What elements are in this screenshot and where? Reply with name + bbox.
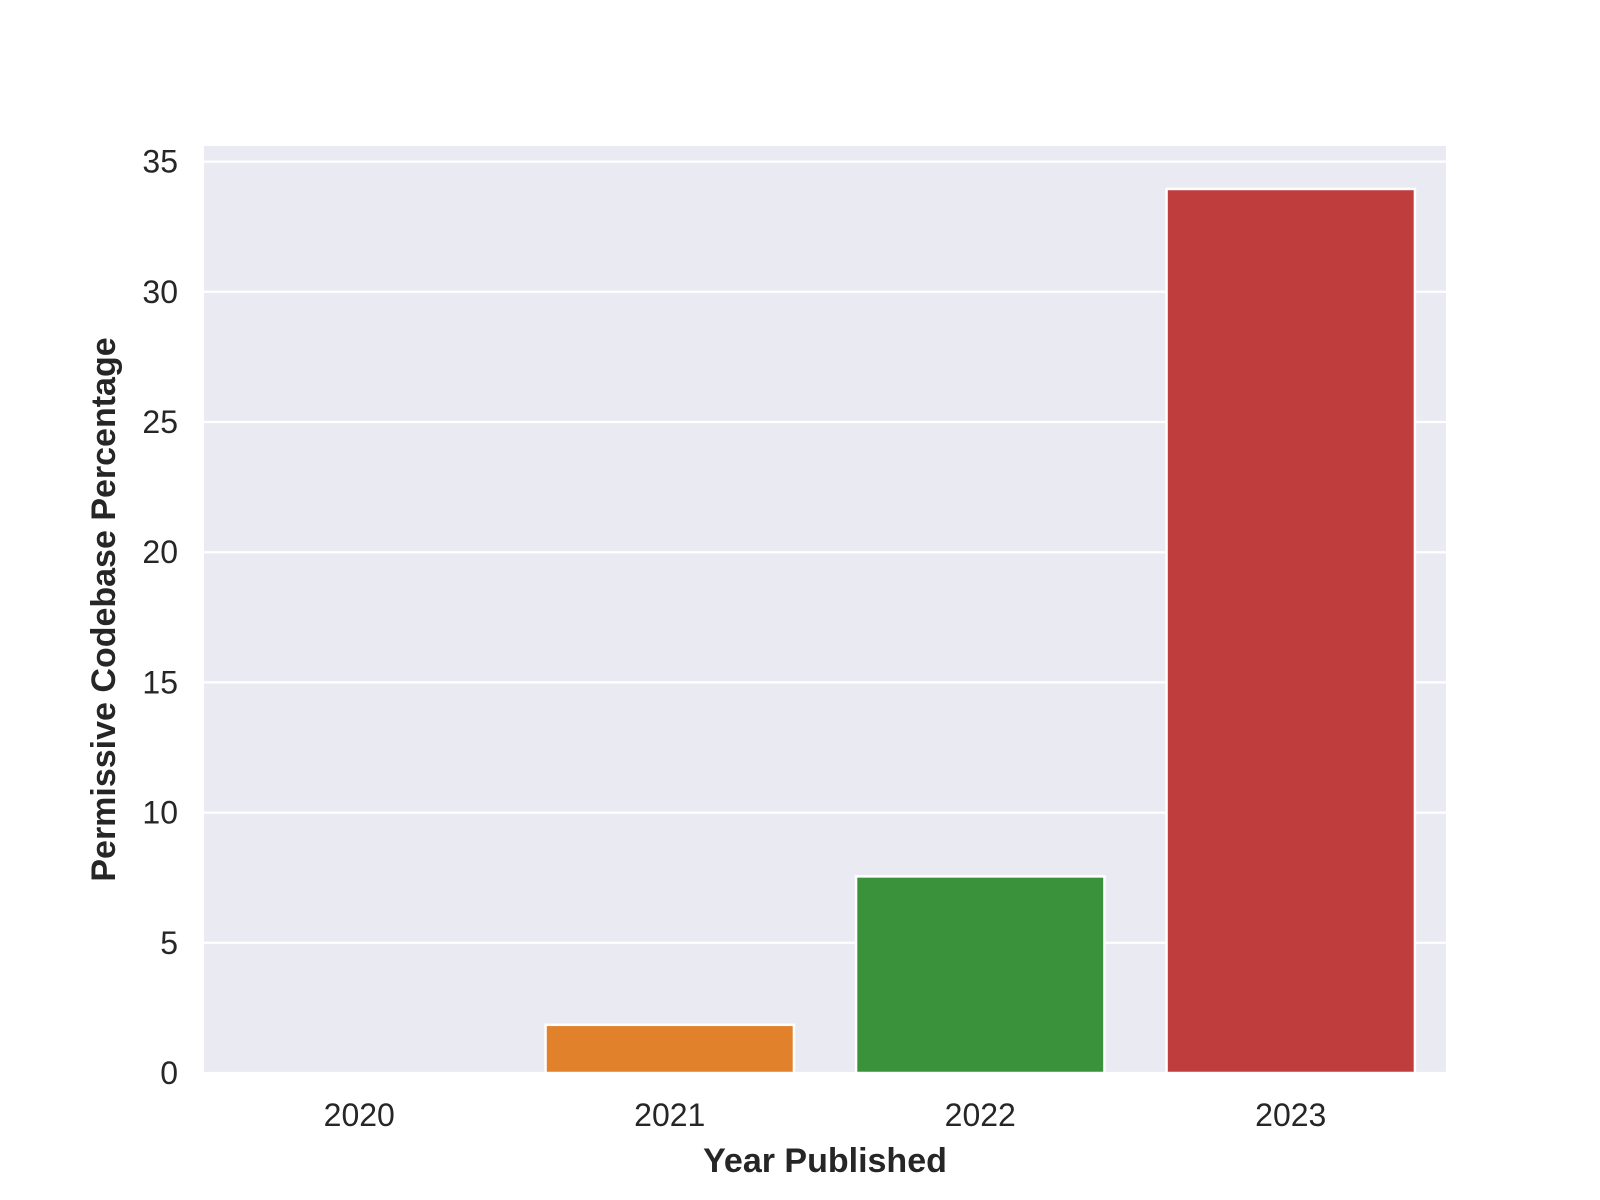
x-tick-label-2020: 2020 (324, 1097, 395, 1133)
x-axis-label: Year Published (703, 1142, 947, 1180)
y-axis-ticks: 0 5 10 15 20 25 30 35 (142, 144, 178, 1091)
y-tick-label: 10 (142, 795, 178, 831)
bar-2023 (1165, 187, 1417, 1075)
y-axis-label: Permissive Codebase Percentage (85, 337, 123, 881)
bar-2021 (544, 1023, 796, 1075)
x-tick-label-2021: 2021 (634, 1097, 705, 1133)
x-axis-ticks: 2020 2021 2022 2023 (324, 1097, 1327, 1133)
y-tick-label: 20 (142, 534, 178, 570)
x-tick-label-2023: 2023 (1255, 1097, 1326, 1133)
y-tick-label: 0 (160, 1055, 178, 1091)
y-tick-label: 35 (142, 144, 178, 180)
y-tick-label: 25 (142, 404, 178, 440)
y-tick-label: 30 (142, 274, 178, 310)
bars (544, 187, 1417, 1075)
bar-2022 (854, 875, 1106, 1075)
x-tick-label-2022: 2022 (945, 1097, 1016, 1133)
y-tick-label: 5 (160, 925, 178, 961)
y-tick-label: 15 (142, 664, 178, 700)
